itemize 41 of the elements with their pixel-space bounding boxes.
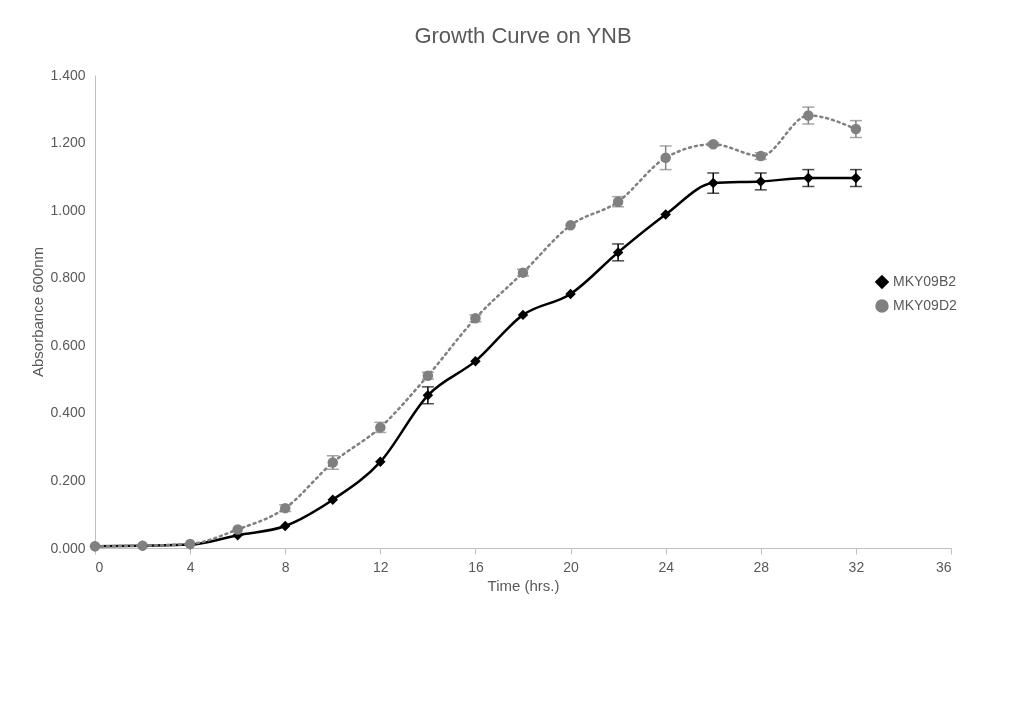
y-tick-label: 0.400 — [50, 404, 86, 421]
point — [707, 177, 719, 189]
x-tick-label: 16 — [468, 558, 484, 575]
legend-label: MKY09B2 — [893, 273, 957, 289]
point — [803, 110, 814, 121]
point — [660, 152, 671, 164]
point — [517, 309, 529, 321]
x-tick-label: 0 — [95, 558, 104, 575]
x-tick-label: 4 — [186, 558, 195, 575]
x-tick-label: 36 — [935, 558, 952, 575]
chart-title: Growth Curve on YNB — [414, 23, 632, 48]
x-tick-label: 24 — [658, 558, 675, 575]
x-axis-title: Time (hrs.) — [487, 576, 560, 594]
y-tick-label: 1.000 — [50, 201, 86, 218]
point — [803, 172, 814, 184]
y-tick-label: 0.000 — [50, 539, 86, 556]
point — [375, 456, 386, 468]
point — [565, 288, 576, 300]
point — [470, 355, 481, 367]
legend-label: MKY09D2 — [893, 297, 958, 313]
point — [850, 172, 862, 184]
y-tick-label: 0.600 — [50, 336, 86, 353]
point — [422, 390, 434, 401]
y-axis-title: Absorbance 600nm — [29, 246, 47, 378]
point — [612, 247, 624, 258]
point — [755, 176, 767, 187]
point — [565, 220, 576, 231]
y-tick-label: 0.200 — [50, 471, 86, 488]
point — [279, 520, 291, 532]
x-tick-label: 28 — [753, 558, 770, 575]
y-tick-label: 1.200 — [50, 134, 86, 151]
y-tick-label: 0.800 — [50, 269, 86, 286]
x-tick-label: 20 — [563, 558, 580, 575]
point — [660, 209, 671, 220]
point — [850, 123, 862, 135]
y-tick-label: 1.400 — [50, 66, 86, 83]
point — [232, 524, 243, 535]
x-tick-label: 8 — [281, 558, 290, 575]
x-tick-label: 32 — [848, 558, 865, 575]
x-tick-label: 12 — [373, 558, 389, 575]
point — [327, 494, 339, 505]
